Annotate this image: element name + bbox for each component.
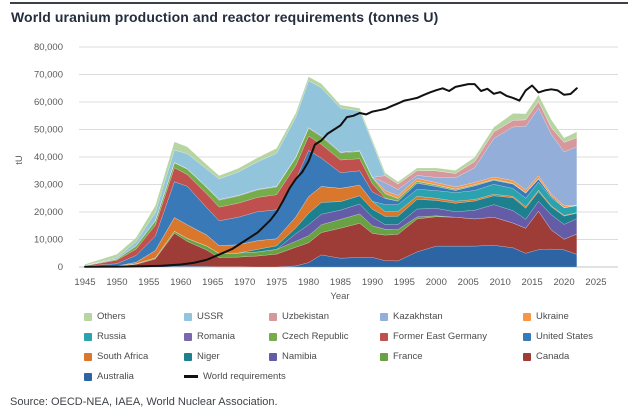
legend-item-south-africa: South Africa — [84, 350, 184, 363]
x-tick-label: 1950 — [106, 277, 127, 288]
legend-swatch-france — [380, 352, 388, 361]
legend-item-others: Others — [84, 310, 184, 323]
x-tick-label: 1965 — [202, 277, 223, 288]
legend-swatch-ukraine — [523, 312, 531, 321]
legend-label-ukraine: Ukraine — [536, 311, 569, 322]
legend-label-others: Others — [97, 311, 126, 322]
legend-item-niger: Niger — [184, 350, 269, 363]
top-divider — [10, 2, 628, 4]
x-axis-title: Year — [330, 291, 349, 302]
legend-label-france: France — [393, 351, 423, 362]
x-tick-label: 2005 — [458, 277, 479, 288]
legend-item-canada: Canada — [523, 350, 635, 363]
x-tick-label: 2015 — [522, 277, 543, 288]
legend-label-ussr: USSR — [197, 311, 224, 322]
chart-legend: Others USSR Uzbekistan Kazakhstan Ukraine Rus… — [84, 310, 635, 383]
legend-swatch-south-africa — [84, 352, 92, 361]
legend-label-namibia: Namibia — [282, 351, 317, 362]
x-tick-label: 1990 — [362, 277, 383, 288]
legend-label-uzbekistan: Uzbekistan — [282, 311, 329, 322]
legend-swatch-former-east-germany — [380, 332, 388, 341]
legend-line-symbol — [184, 375, 198, 378]
y-axis-title: tU — [14, 155, 25, 165]
legend-label-world-requirements: World requirements — [203, 371, 286, 382]
legend-label-romania: Romania — [197, 331, 236, 342]
legend-item-united-states: United States — [523, 330, 635, 343]
x-tick-label: 2020 — [553, 277, 574, 288]
y-tick-label: 80,000 — [34, 42, 63, 53]
x-tick-label: 1960 — [170, 277, 191, 288]
legend-swatch-australia — [84, 372, 92, 381]
legend-swatch-namibia — [269, 352, 277, 361]
legend-swatch-ussr — [184, 312, 192, 321]
page-title: World uranium production and reactor req… — [11, 9, 439, 25]
x-tick-label: 2025 — [585, 277, 606, 288]
legend-label-canada: Canada — [536, 351, 570, 362]
legend-swatch-niger — [184, 352, 192, 361]
x-tick-label: 1975 — [266, 277, 287, 288]
legend-label-russia: Russia — [97, 331, 127, 342]
x-tick-label: 1945 — [74, 277, 95, 288]
x-tick-label: 1970 — [234, 277, 255, 288]
legend-swatch-russia — [84, 332, 92, 341]
legend-item-kazakhstan: Kazakhstan — [380, 310, 523, 323]
legend-swatch-united-states — [523, 332, 531, 341]
x-tick-label: 2000 — [426, 277, 447, 288]
legend-item-former-east-germany: Former East Germany — [380, 330, 523, 343]
legend-item-romania: Romania — [184, 330, 269, 343]
legend-item-namibia: Namibia — [269, 350, 380, 363]
x-tick-label: 1985 — [330, 277, 351, 288]
legend-swatch-romania — [184, 332, 192, 341]
legend-item-ussr: USSR — [184, 310, 269, 323]
y-tick-label: 40,000 — [34, 152, 63, 163]
legend-item-australia: Australia — [84, 370, 184, 383]
source-note: Source: OECD-NEA, IAEA, World Nuclear As… — [10, 396, 278, 408]
legend-swatch-czech-republic — [269, 332, 277, 341]
x-tick-label: 1995 — [394, 277, 415, 288]
legend-label-niger: Niger — [197, 351, 220, 362]
y-tick-label: 0 — [58, 262, 63, 273]
legend-swatch-others — [84, 312, 92, 321]
y-tick-label: 20,000 — [34, 207, 63, 218]
legend-label-united-states: United States — [536, 331, 594, 342]
legend-item-czech-republic: Czech Republic — [269, 330, 380, 343]
legend-item-ukraine: Ukraine — [523, 310, 635, 323]
area-namibia — [84, 200, 578, 267]
requirements-line — [84, 83, 578, 268]
area-others — [84, 76, 578, 266]
y-tick-label: 10,000 — [34, 235, 63, 246]
y-tick-label: 70,000 — [34, 70, 63, 81]
legend-item-uzbekistan: Uzbekistan — [269, 310, 380, 323]
legend-item-france: France — [380, 350, 523, 363]
legend-label-former-east-germany: Former East Germany — [393, 331, 487, 342]
legend-swatch-kazakhstan — [380, 312, 388, 321]
legend-label-kazakhstan: Kazakhstan — [393, 311, 443, 322]
x-tick-label: 2010 — [490, 277, 511, 288]
y-tick-label: 50,000 — [34, 125, 63, 136]
legend-swatch-canada — [523, 352, 531, 361]
legend-label-south-africa: South Africa — [97, 351, 149, 362]
legend-swatch-uzbekistan — [269, 312, 277, 321]
y-tick-label: 60,000 — [34, 97, 63, 108]
x-tick-label: 1980 — [298, 277, 319, 288]
legend-label-australia: Australia — [97, 371, 134, 382]
x-tick-label: 1955 — [138, 277, 159, 288]
legend-item-world-requirements: World requirements — [184, 370, 286, 383]
uranium-chart: 0 10,000 20,000 30,000 40,000 50,000 60,000 70,… — [14, 42, 618, 302]
legend-item-russia: Russia — [84, 330, 184, 343]
legend-label-czech-republic: Czech Republic — [282, 331, 349, 342]
y-tick-label: 30,000 — [34, 180, 63, 191]
